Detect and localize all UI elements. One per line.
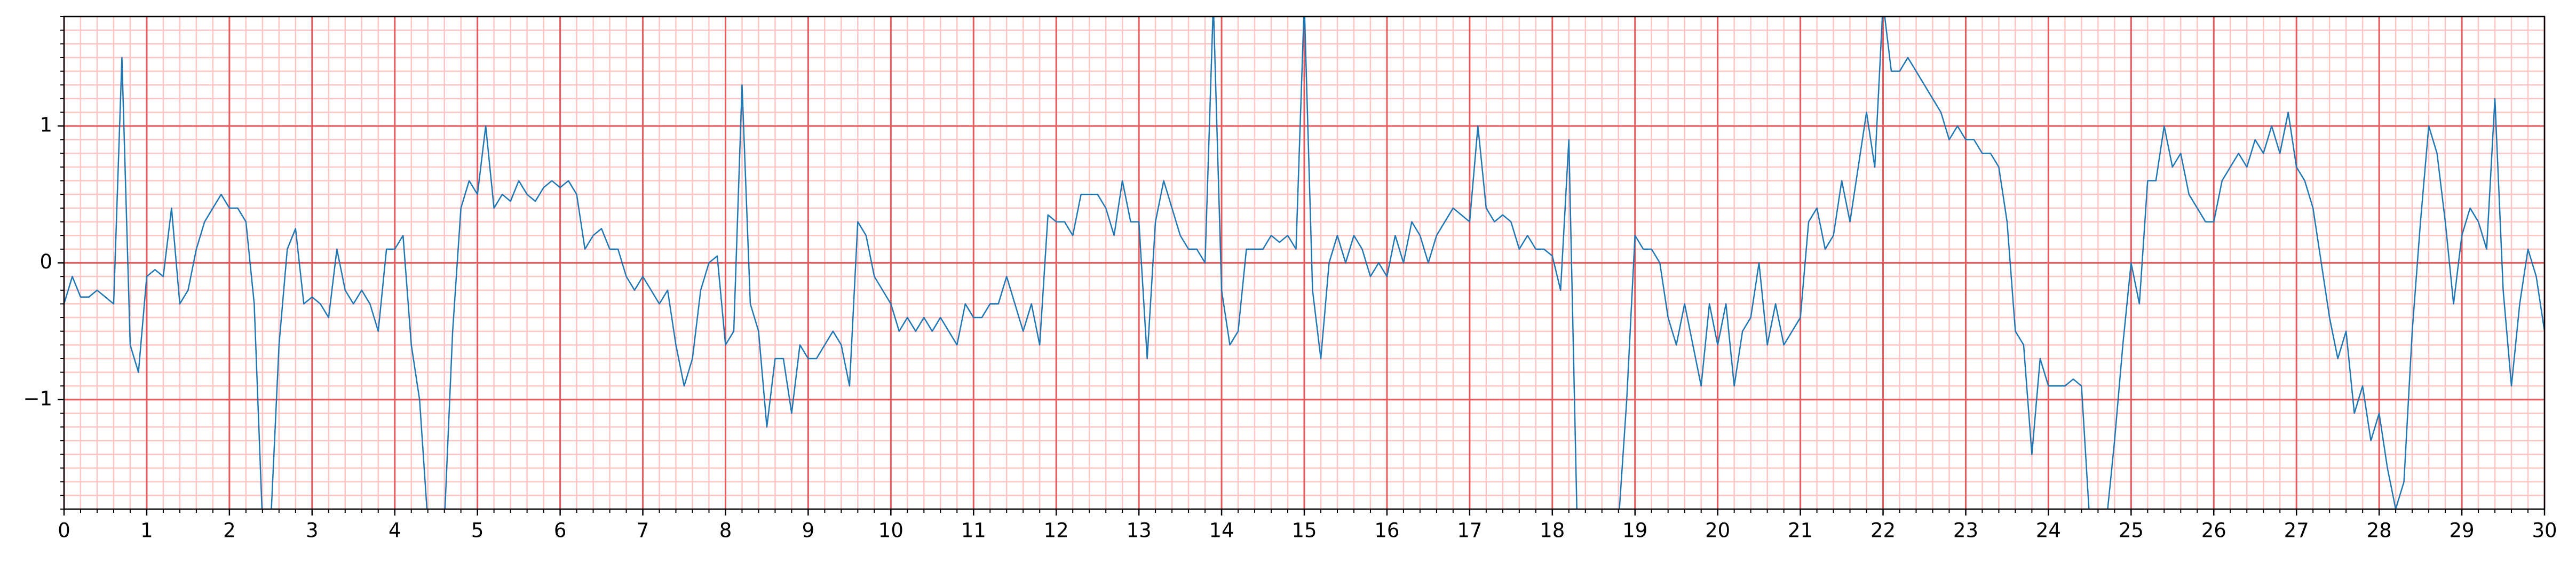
signal-line	[64, 17, 2545, 509]
x-tick-label: 18	[1540, 519, 1565, 542]
y-tick-label: 1	[39, 114, 52, 137]
x-tick-label: 5	[471, 519, 484, 542]
grid	[63, 15, 2546, 510]
x-tick-label: 7	[637, 519, 649, 542]
x-tick-label: 2	[223, 519, 236, 542]
x-tick-label: 10	[878, 519, 903, 542]
x-tick-label: 6	[554, 519, 567, 542]
y-tick-label: 0	[39, 250, 52, 273]
x-tick-label: 13	[1127, 519, 1152, 542]
x-tick-label: 26	[2201, 519, 2226, 542]
x-tick-label: 15	[1291, 519, 1317, 542]
x-tick-label: 3	[306, 519, 319, 542]
x-tick-label: 12	[1044, 519, 1069, 542]
x-tick-label: 8	[719, 519, 732, 542]
plot-area	[64, 17, 2545, 509]
x-tick-label: 17	[1457, 519, 1482, 542]
axes: 0 1 2 3 4 5 6 7 8 9 10 11 12 13 14 15 16 17 18 19 20 21 22 23 24…	[23, 15, 2557, 542]
x-tick-label: 28	[2367, 519, 2392, 542]
x-tick-label: 4	[389, 519, 401, 542]
x-tick-label: 30	[2532, 519, 2557, 542]
x-tick-label: 25	[2119, 519, 2144, 542]
x-tick-label: 9	[802, 519, 815, 542]
x-tick-label: 11	[961, 519, 986, 542]
y-tick-label: −1	[23, 387, 52, 410]
x-tick-label: 27	[2284, 519, 2309, 542]
x-tick-label: 22	[1870, 519, 1896, 542]
x-tick-label: 29	[2450, 519, 2475, 542]
x-tick-label: 16	[1374, 519, 1399, 542]
x-tick-label: 23	[1953, 519, 1978, 542]
x-tick-label: 21	[1788, 519, 1813, 542]
x-tick-label: 0	[58, 519, 70, 542]
x-tick-label: 19	[1622, 519, 1647, 542]
x-tick-label: 24	[2036, 519, 2061, 542]
x-tick-label: 1	[140, 519, 153, 542]
x-tick-label: 20	[1705, 519, 1730, 542]
x-tick-label: 14	[1209, 519, 1234, 542]
axes-frame	[63, 15, 2546, 510]
